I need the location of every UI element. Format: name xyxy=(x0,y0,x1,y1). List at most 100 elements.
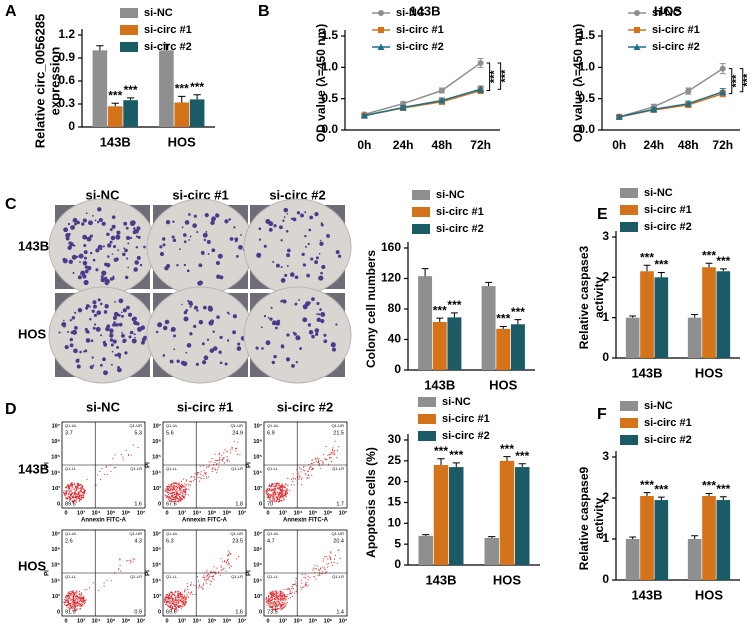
quadrant-percent: 24.9 xyxy=(232,430,243,436)
flow-x-tick: 0 xyxy=(165,618,168,624)
legend-swatch xyxy=(620,222,638,232)
x-tick-label: 48h xyxy=(432,138,453,152)
y-tick-label: 1.2 xyxy=(58,27,75,41)
quadrant-percent: 23.5 xyxy=(232,538,243,544)
significance: *** xyxy=(654,258,668,272)
x-tick-label: 143B xyxy=(631,365,662,380)
error-bar xyxy=(178,95,186,103)
point xyxy=(378,27,384,33)
y-tick-label: 1 xyxy=(602,531,609,545)
y-tick-label: 3 xyxy=(602,229,609,243)
flow-x-tick: 10⁶ xyxy=(122,510,131,516)
panel-letter: C xyxy=(5,196,17,213)
error-bar xyxy=(499,326,507,329)
column-header: si-circ #2 xyxy=(277,399,333,414)
x-tick-label: 24h xyxy=(643,138,664,152)
significance: *** xyxy=(124,83,138,97)
y-axis-label: OD value (λ=450 nm) xyxy=(571,24,585,142)
significance: *** xyxy=(731,74,743,88)
flow-events xyxy=(164,550,240,611)
flow-x-tick: 10⁴ xyxy=(294,510,303,516)
flow-x-label: Annexin FITC-A xyxy=(283,518,329,524)
quadrant-name: Q1-LR xyxy=(130,574,142,579)
x-tick-label: HOS xyxy=(493,572,522,587)
quadrant-percent: 69.6 xyxy=(166,609,177,615)
panel-letter: A xyxy=(5,3,17,20)
error-bar xyxy=(719,496,727,501)
point xyxy=(378,10,384,16)
quadrant-percent: 6.9 xyxy=(267,430,275,436)
x-tick-label: 143B xyxy=(424,377,455,392)
error-bar xyxy=(691,535,699,539)
flow-y-tick: 10⁶ xyxy=(51,439,60,445)
flow-y-tick: 10⁴ xyxy=(253,578,262,584)
y-tick-label: 0 xyxy=(394,557,401,571)
bar xyxy=(625,539,640,580)
quadrant-name: Q1-UR xyxy=(332,423,345,428)
flow-y-tick: 10³ xyxy=(153,485,161,492)
legend-label: si-circ #2 xyxy=(144,41,192,53)
significance: *** xyxy=(175,82,189,96)
quadrant-name: Q1-LL xyxy=(65,466,77,471)
flow-y-label: PI xyxy=(45,462,51,468)
flow-x-tick: 10⁴ xyxy=(294,618,303,624)
y-tick-label: 1 xyxy=(602,310,609,324)
flow-x-tick: 10⁵ xyxy=(309,618,318,624)
significance: *** xyxy=(511,305,525,319)
y-axis-label: Relative circ_0056285 xyxy=(32,14,47,148)
x-tick-label: 24h xyxy=(393,138,414,152)
flow-x-tick: 0 xyxy=(64,618,67,624)
quadrant-name: Q1-UL xyxy=(65,423,78,428)
quadrant-name: Q1-UL xyxy=(166,423,179,428)
flow-x-tick: 10⁴ xyxy=(193,510,202,516)
quadrant-percent: 73.5 xyxy=(267,609,278,615)
y-tick-label: 1.0 xyxy=(578,60,595,74)
error-bar xyxy=(422,534,430,536)
error-bar xyxy=(518,463,526,468)
flow-y-tick: 10⁴ xyxy=(253,470,262,476)
flow-x-tick: 10³ xyxy=(178,509,186,516)
column-header: si-NC xyxy=(86,187,121,202)
flow-y-tick: 10⁶ xyxy=(152,439,161,445)
legend-label: si-circ #1 xyxy=(644,204,692,216)
error-bar xyxy=(705,492,713,496)
quadrant-lines xyxy=(163,422,246,508)
quadrant-percent: 6.3 xyxy=(166,538,174,544)
x-tick-label: HOS xyxy=(695,587,724,602)
quadrant-name: Q1-UR xyxy=(332,531,345,536)
flow-x-tick: 10³ xyxy=(279,509,287,516)
significance: *** xyxy=(489,70,501,84)
flow-events xyxy=(265,549,341,611)
panel-letter: E xyxy=(597,206,608,223)
bar xyxy=(687,317,702,358)
y-tick-label: 1.5 xyxy=(578,28,595,42)
point xyxy=(477,85,485,93)
y-tick-label: 2 xyxy=(602,490,609,504)
significance: *** xyxy=(640,250,654,264)
bar xyxy=(702,495,716,580)
error-bar xyxy=(705,262,713,268)
significance: *** xyxy=(190,80,204,94)
column-header: si-NC xyxy=(86,399,121,414)
plate xyxy=(243,286,352,384)
row-label: 143B xyxy=(18,238,49,253)
significance: *** xyxy=(449,448,463,462)
error-bar xyxy=(691,313,699,318)
flow-x-tick: 10⁶ xyxy=(223,618,232,624)
colonies xyxy=(255,297,338,368)
legend-label: si-circ #2 xyxy=(652,41,700,53)
bar xyxy=(716,271,731,358)
flow-x-tick: 10⁶ xyxy=(324,510,333,516)
legend-label: si-circ #2 xyxy=(442,430,490,442)
y-tick-label: 25 xyxy=(388,453,402,467)
flow-x-tick: 10⁴ xyxy=(92,510,101,516)
legend-label: si-circ #1 xyxy=(652,24,700,36)
legend-label: si-circ #2 xyxy=(644,434,692,446)
flow-y-tick: 10⁷ xyxy=(153,531,162,537)
x-tick-label: 143B xyxy=(631,587,662,602)
x-tick-label: HOS xyxy=(695,365,724,380)
plate xyxy=(48,286,157,384)
colonies xyxy=(159,212,246,286)
line xyxy=(619,91,723,118)
bar xyxy=(107,106,123,127)
